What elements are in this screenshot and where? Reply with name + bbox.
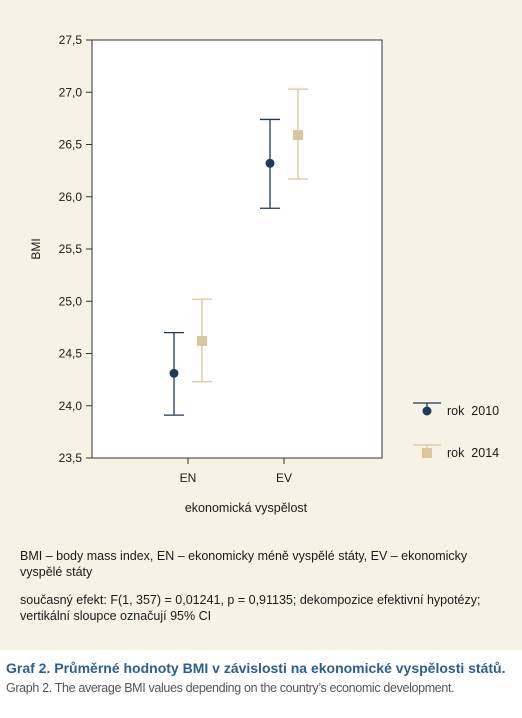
caption-english: Graph 2. The average BMI values dependin… (6, 681, 455, 695)
y-tick-label: 25,0 (59, 294, 83, 308)
x-axis-label: ekonomická vyspělost (185, 501, 308, 515)
note-abbreviations: BMI – body mass index, EN – ekonomicky m… (20, 549, 468, 579)
legend-label: rok 2010 (447, 404, 499, 418)
bmi-chart: 23,524,024,525,025,526,026,527,027,5 EN E… (29, 33, 499, 515)
y-axis-label: BMI (29, 238, 43, 259)
legend-marker-2014 (422, 448, 432, 458)
y-tick-label: 24,0 (59, 399, 83, 413)
y-tick-label: 26,5 (59, 138, 83, 152)
data-point-2014 (293, 130, 303, 141)
y-tick-label: 27,5 (59, 33, 83, 47)
y-tick-label: 27,0 (59, 85, 83, 99)
legend-marker-2010 (422, 406, 432, 416)
series-layer (164, 88, 308, 416)
y-tick-label: 24,5 (59, 347, 83, 361)
x-axis: EN EV (180, 458, 292, 485)
data-point-2014 (197, 335, 207, 346)
plot-frame (91, 39, 383, 459)
data-point-2010 (265, 158, 275, 168)
x-tick-label: EN (180, 471, 197, 485)
y-tick-label: 26,0 (59, 190, 83, 204)
note-statistics: současný efekt: F(1, 357) = 0,01241, p =… (20, 593, 481, 623)
legend-label: rok 2014 (447, 446, 499, 460)
caption-czech: Graf 2. Průměrné hodnoty BMI v závislost… (6, 660, 506, 676)
y-tick-label: 23,5 (59, 451, 83, 465)
y-axis: 23,5 24,0 24,5 25,0 25,5 26,0 26,5 27,0 27,5 (59, 33, 92, 465)
data-point-2010 (169, 368, 179, 378)
y-tick-label: 25,5 (59, 242, 83, 256)
legend: rok 2010 rok 2014 (413, 402, 499, 460)
x-tick-label: EV (276, 471, 292, 485)
